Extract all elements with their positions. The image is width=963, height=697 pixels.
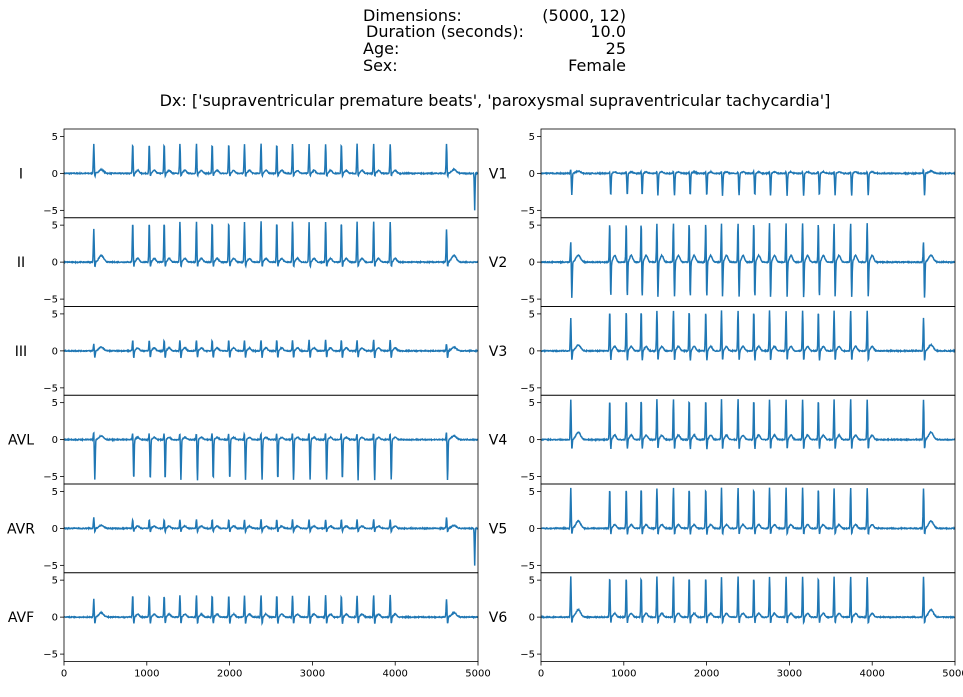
ecg-trace-v6	[541, 576, 955, 626]
y-tick-label: −5	[520, 206, 535, 217]
lead-panel-avl: 5 0 −5 AVL	[8, 394, 479, 485]
y-tick-label: 5	[529, 576, 535, 587]
recording-info-header: Dimensions: (5000, 12) Duration (seconds…	[160, 6, 831, 110]
lead-panel-v2: 5 0 −5 V2	[489, 217, 956, 307]
dimensions-value: (5000, 12)	[542, 6, 626, 25]
x-tick-label: 1000	[611, 669, 636, 680]
lead-panel-v4: 5 0 −5 V4	[489, 394, 956, 485]
x-tick-label: 3000	[300, 669, 325, 680]
y-tick-label: 5	[529, 398, 535, 409]
x-tick-label: 5000	[942, 669, 963, 680]
x-tick-label: 1000	[134, 669, 159, 680]
y-tick-label: −5	[43, 472, 58, 483]
lead-panel-ii: 5 0 −5 II	[17, 217, 479, 307]
ecg-trace-v4	[541, 399, 955, 450]
y-tick-label: 5	[52, 132, 58, 143]
x-tick-label: 2000	[694, 669, 719, 680]
y-tick-label: 5	[529, 309, 535, 320]
sex-label: Sex:	[363, 56, 398, 75]
y-tick-label: 5	[52, 309, 58, 320]
lead-label: V2	[489, 255, 507, 271]
y-tick-label: −5	[520, 561, 535, 572]
ecg-trace-ii	[64, 221, 478, 269]
lead-label: I	[19, 166, 23, 182]
ecg-trace-avf	[64, 594, 478, 626]
dimensions-label: Dimensions:	[363, 6, 462, 25]
y-tick-label: 5	[52, 576, 58, 587]
y-tick-label: 0	[529, 524, 535, 535]
y-tick-label: 0	[52, 435, 58, 446]
ecg-trace-v5	[541, 487, 955, 537]
lead-label: V5	[489, 521, 507, 537]
ecg-trace-v3	[541, 310, 955, 363]
y-tick-label: −5	[43, 650, 58, 661]
lead-label: AVF	[8, 610, 34, 626]
lead-panel-v1: 5 0 −5 V1	[489, 128, 956, 219]
lead-label: AVL	[8, 433, 34, 449]
lead-label: AVR	[7, 521, 35, 537]
y-tick-label: 0	[52, 346, 58, 357]
y-tick-label: 0	[52, 258, 58, 269]
y-tick-label: 5	[52, 221, 58, 232]
lead-label: V4	[489, 433, 508, 449]
diagnosis-text: Dx: ['supraventricular premature beats',…	[160, 91, 831, 110]
lead-panel-v6: 50−5V6010002000300040005000	[489, 572, 963, 680]
y-tick-label: −5	[520, 472, 535, 483]
lead-label: V3	[489, 344, 507, 360]
y-tick-label: 5	[52, 487, 58, 498]
x-tick-label: 0	[61, 669, 67, 680]
lead-panel-i: 5 0 −5 I	[19, 128, 479, 219]
y-tick-label: 0	[52, 524, 58, 535]
ecg-trace-avr	[64, 517, 478, 566]
y-tick-label: −5	[43, 295, 58, 306]
y-tick-label: −5	[520, 383, 535, 394]
y-tick-label: 5	[529, 221, 535, 232]
ecg-trace-v2	[541, 223, 955, 298]
ecg-trace-iii	[64, 338, 478, 359]
x-tick-label: 0	[538, 669, 544, 680]
y-tick-label: 0	[529, 169, 535, 180]
y-tick-label: 0	[529, 258, 535, 269]
x-tick-label: 2000	[217, 669, 242, 680]
y-tick-label: 0	[529, 346, 535, 357]
y-tick-label: 0	[529, 435, 535, 446]
x-tick-label: 5000	[465, 669, 490, 680]
ecg-trace-i	[64, 143, 478, 211]
y-tick-label: 5	[529, 487, 535, 498]
lead-panel-v3: 5 0 −5 V3	[489, 306, 956, 396]
y-tick-label: 0	[52, 169, 58, 180]
y-tick-label: 0	[529, 613, 535, 624]
y-tick-label: −5	[520, 650, 535, 661]
lead-panels: 50−5I50−5II50−5III50−5AVL50−5AVR50−5AVF0…	[7, 128, 963, 680]
lead-label: III	[15, 344, 27, 360]
duration-value: 10.0	[590, 22, 626, 41]
lead-label: V6	[489, 610, 508, 626]
y-tick-label: 5	[52, 398, 58, 409]
y-tick-label: −5	[43, 206, 58, 217]
duration-label: Duration (seconds):	[366, 22, 524, 41]
x-tick-label: 4000	[382, 669, 407, 680]
ecg-trace-v1	[541, 168, 955, 196]
lead-panel-v5: 5 0 −5 V5	[489, 483, 956, 574]
age-label: Age:	[363, 39, 399, 58]
lead-panel-avr: 5 0 −5 AVR	[7, 483, 479, 574]
y-tick-label: 5	[529, 132, 535, 143]
y-tick-label: −5	[520, 295, 535, 306]
age-value: 25	[606, 39, 626, 58]
lead-panel-iii: 5 0 −5 III	[15, 306, 479, 396]
lead-label: V1	[489, 166, 507, 182]
lead-label: II	[17, 255, 25, 271]
y-tick-label: −5	[43, 383, 58, 394]
sex-value: Female	[568, 56, 626, 75]
y-tick-label: 0	[52, 613, 58, 624]
ecg-trace-avl	[64, 431, 478, 481]
x-tick-label: 3000	[777, 669, 802, 680]
y-tick-label: −5	[43, 561, 58, 572]
x-tick-label: 4000	[859, 669, 884, 680]
